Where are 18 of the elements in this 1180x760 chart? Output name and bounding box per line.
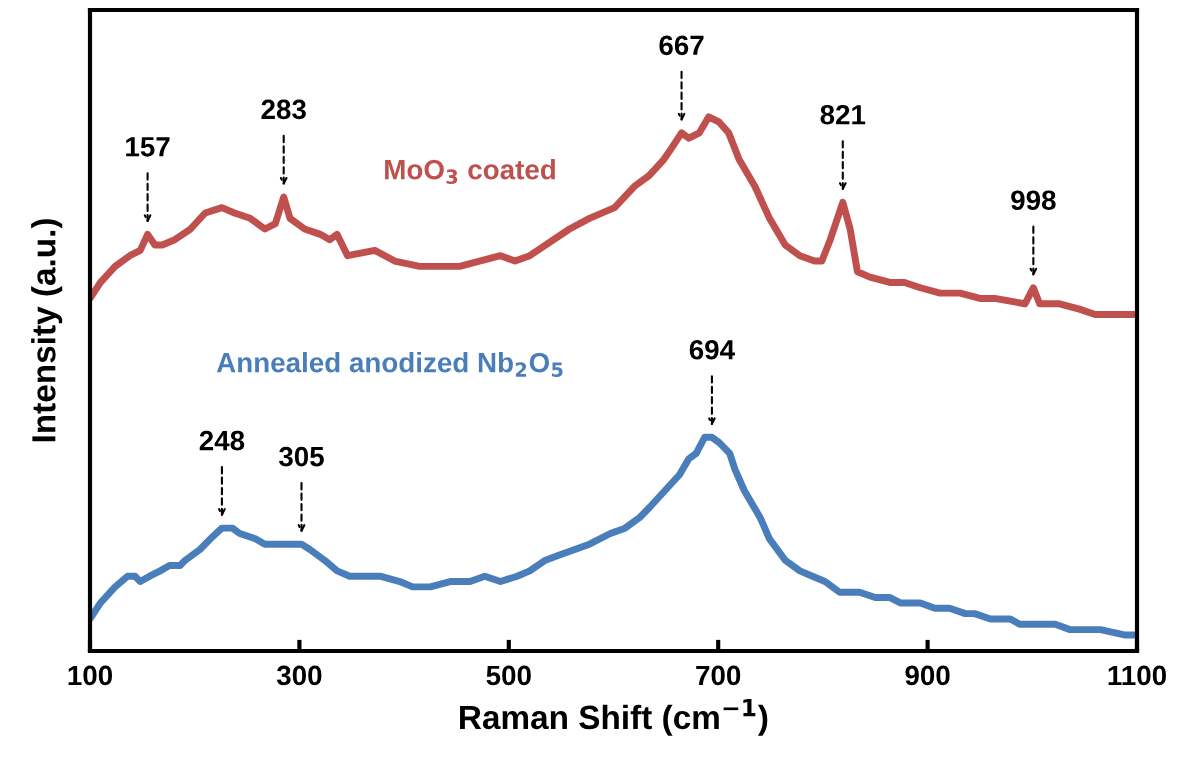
annotation: 821 <box>820 104 866 125</box>
x-tick-label: 500 <box>486 665 531 686</box>
annotation: 305 <box>278 446 324 467</box>
annotation: 667 <box>659 35 704 56</box>
x-axis-title: Raman Shift (cm$^{−1}$) <box>460 699 768 736</box>
x-tick-label: 100 <box>68 665 113 686</box>
annotation: 998 <box>1011 190 1056 211</box>
series-label: MoO$_{3}$ coated <box>385 159 555 185</box>
annotation: 694 <box>689 339 735 360</box>
annotation: 157 <box>126 137 170 157</box>
text: Annealed anodized Nb$_{2}$O$_{5}$ <box>216 352 563 377</box>
annotation: 283 <box>261 99 306 120</box>
x-tick-label: 1100 <box>1108 665 1166 686</box>
x-tick-label: 700 <box>696 665 741 686</box>
y-axis-title: Intensity (a.u.) <box>31 219 63 442</box>
x-tick-label: 900 <box>905 665 950 686</box>
x-tick-label: 300 <box>276 665 322 686</box>
annotation: 248 <box>199 430 245 451</box>
